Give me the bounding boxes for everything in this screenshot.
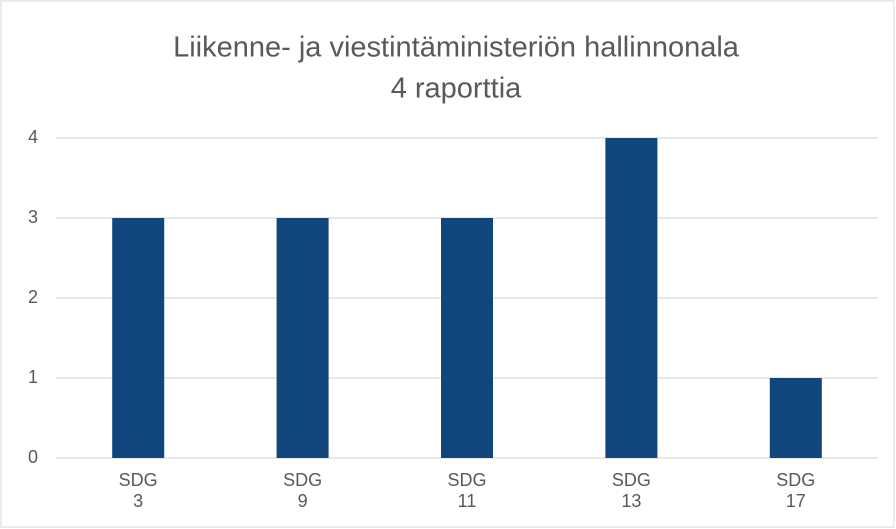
bar <box>441 218 493 458</box>
x-tick-label: SDG 17 <box>776 470 816 511</box>
x-tick-label: SDG 13 <box>611 470 651 511</box>
bar <box>112 218 165 458</box>
bar <box>769 378 822 458</box>
y-tick-label: 0 <box>28 447 38 467</box>
x-tick-label: SDG 11 <box>447 470 487 511</box>
y-tick-label: 1 <box>28 367 38 387</box>
y-tick-label: 3 <box>28 207 38 227</box>
chart-subtitle: 4 raporttia <box>391 73 522 105</box>
x-tick-label: SDG 9 <box>283 470 323 511</box>
x-tick-label: SDG 3 <box>118 470 158 511</box>
chart-title: Liikenne- ja viestintäministeriön hallin… <box>173 32 740 64</box>
bar <box>605 138 658 458</box>
y-tick-label: 2 <box>28 287 38 307</box>
bar <box>276 218 329 458</box>
y-tick-label: 4 <box>28 127 38 147</box>
